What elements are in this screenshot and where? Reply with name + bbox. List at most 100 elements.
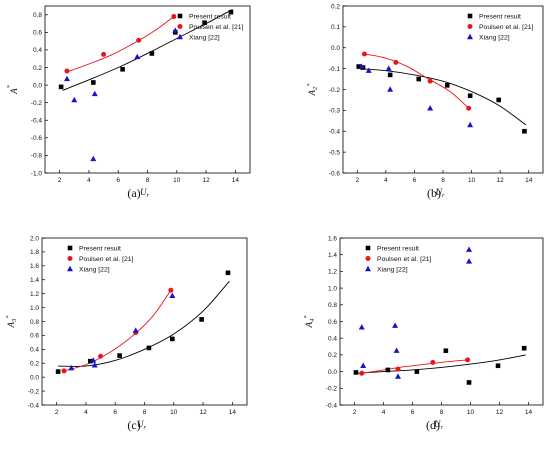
y-tick-label: -0.6 bbox=[329, 170, 341, 177]
data-point-square bbox=[496, 97, 502, 103]
panel-label: (d) bbox=[426, 418, 440, 432]
data-point-circle bbox=[361, 51, 367, 57]
x-axis-label-sub: r bbox=[440, 424, 443, 431]
legend: Present result Poulsen et al. [21] Xiang [… bbox=[67, 245, 134, 273]
x-tick-label: 10 bbox=[170, 409, 178, 416]
data-point-square bbox=[58, 84, 64, 90]
legend-marker-square bbox=[67, 245, 73, 251]
legend-label: Poulsen et al. [21] bbox=[479, 24, 534, 31]
x-tick-label: 10 bbox=[173, 177, 181, 184]
panel-label: (a) bbox=[127, 186, 140, 200]
legend-marker-circle bbox=[467, 24, 473, 29]
data-point-triangle bbox=[91, 90, 98, 97]
panel-label: (b) bbox=[427, 186, 441, 200]
x-tick-label: 14 bbox=[525, 177, 533, 184]
data-point-square bbox=[202, 20, 207, 25]
y-tick-label: 1.4 bbox=[328, 252, 337, 259]
fit-curve-2 bbox=[63, 289, 172, 372]
x-tick-label: 12 bbox=[496, 409, 504, 416]
legend-label: Present result bbox=[79, 245, 121, 252]
legend-marker-square bbox=[365, 245, 371, 251]
legend-label: Present result bbox=[479, 13, 521, 20]
y-axis-label: A3* bbox=[5, 315, 18, 329]
legend-marker-circle bbox=[67, 256, 73, 261]
y-tick-label: 1.6 bbox=[30, 263, 39, 270]
data-point-square bbox=[88, 358, 93, 364]
plot-frame bbox=[342, 5, 544, 174]
x-tick-label: 4 bbox=[382, 409, 386, 416]
data-point-square bbox=[146, 345, 152, 351]
legend-marker-triangle bbox=[67, 265, 73, 272]
y-tick-label: -0.8 bbox=[31, 153, 43, 160]
data-point-square bbox=[91, 80, 96, 85]
y-axis-label: A* bbox=[6, 84, 19, 95]
x-axis-label-main: U bbox=[140, 187, 147, 197]
y-tick-label: -0.5 bbox=[329, 149, 341, 156]
x-tick-label: 2 bbox=[55, 409, 59, 416]
y-tick-label: 0.8 bbox=[328, 302, 337, 309]
data-point-triangle bbox=[466, 246, 473, 252]
y-axis-label-sup: * bbox=[5, 315, 12, 319]
y-tick-label: 0.4 bbox=[33, 47, 42, 54]
fit-curve-1 bbox=[58, 280, 230, 367]
data-point-triangle bbox=[132, 327, 139, 333]
y-tick-label: 1.0 bbox=[30, 305, 39, 312]
data-point-square bbox=[117, 353, 122, 358]
y-tick-label: 0.1 bbox=[331, 24, 340, 31]
x-tick-label: 10 bbox=[467, 409, 475, 416]
x-axis-label: Ur bbox=[137, 419, 147, 431]
data-point-square bbox=[353, 370, 359, 375]
y-tick-label: 1.8 bbox=[30, 249, 39, 256]
y-tick-label: -0.3 bbox=[329, 108, 341, 115]
y-tick-label: 0.8 bbox=[33, 12, 42, 19]
data-point-triangle bbox=[395, 373, 401, 379]
data-point-triangle bbox=[466, 258, 473, 264]
x-tick-label: 8 bbox=[440, 409, 444, 416]
y-tick-label: 1.2 bbox=[328, 269, 337, 276]
data-point-circle bbox=[466, 105, 472, 111]
data-point-triangle bbox=[91, 362, 98, 368]
y-tick-label: -0.6 bbox=[31, 135, 43, 142]
y-tick-label: 1.4 bbox=[30, 277, 39, 284]
y-axis-label-main: A bbox=[307, 90, 317, 97]
data-point-square bbox=[521, 345, 527, 351]
y-tick-label: -0.2 bbox=[31, 100, 43, 107]
legend-marker-square bbox=[177, 13, 183, 19]
data-point-square bbox=[385, 367, 391, 373]
data-point-triangle bbox=[90, 155, 97, 162]
x-tick-label: 6 bbox=[116, 177, 120, 184]
x-tick-label: 14 bbox=[229, 409, 237, 416]
y-tick-label: 0.4 bbox=[30, 347, 39, 354]
fit-curve-1 bbox=[62, 9, 233, 91]
x-tick-label: 6 bbox=[113, 409, 117, 416]
legend-label: Xiang [22] bbox=[479, 34, 510, 41]
data-point-triangle bbox=[358, 63, 365, 69]
data-point-circle bbox=[359, 370, 365, 376]
data-point-triangle bbox=[134, 53, 141, 60]
data-point-triangle bbox=[365, 67, 372, 73]
y-tick-label: 0.2 bbox=[30, 361, 39, 368]
y-axis-label: A2* bbox=[306, 83, 319, 97]
data-point-square bbox=[199, 317, 204, 322]
x-axis-label-main: U bbox=[434, 419, 441, 429]
data-point-circle bbox=[430, 359, 436, 365]
fit-curve-2 bbox=[364, 53, 470, 109]
x-tick-label: 8 bbox=[146, 177, 150, 184]
x-tick-label: 2 bbox=[353, 409, 357, 416]
data-point-square bbox=[467, 93, 473, 99]
data-point-square bbox=[170, 336, 175, 342]
y-tick-label: 0.0 bbox=[328, 369, 337, 376]
y-tick-label: -0.4 bbox=[326, 402, 338, 409]
y-axis-label-sub: 4 bbox=[309, 318, 316, 322]
fit-curve-2 bbox=[66, 16, 175, 73]
x-axis-label-sub: r bbox=[143, 424, 146, 431]
x-axis-label-main: U bbox=[137, 419, 144, 429]
y-tick-label: 0.0 bbox=[331, 45, 340, 52]
legend-marker-circle bbox=[365, 256, 371, 261]
y-axis-label-sub: 2 bbox=[312, 86, 319, 90]
legend: Present result Poulsen et al. [21] Xiang [… bbox=[365, 245, 432, 273]
data-point-square bbox=[466, 380, 472, 385]
data-point-square bbox=[444, 83, 450, 88]
data-point-triangle bbox=[358, 324, 365, 330]
